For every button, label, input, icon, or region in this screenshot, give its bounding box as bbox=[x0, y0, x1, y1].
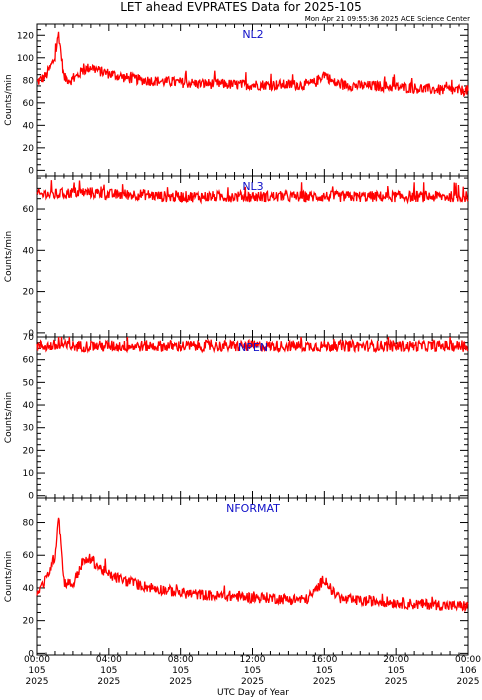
y-tick-label: 70 bbox=[23, 333, 35, 343]
panel-title: NL3 bbox=[242, 180, 263, 193]
panel-npen: 0 10 20 30 40 50 60 70 Counts/min NPEN bbox=[4, 333, 469, 502]
panels: 020406080100120Counts/minNL20204060Count… bbox=[4, 23, 469, 659]
figure-title: LET ahead EVPRATES Data for 2025-105 bbox=[120, 0, 362, 14]
x-tick-label-year: 2025 bbox=[169, 677, 192, 687]
x-tick-label-year: 2025 bbox=[97, 677, 120, 687]
x-axis-label: UTC Day of Year bbox=[217, 688, 289, 698]
y-tick-label: 40 bbox=[23, 401, 35, 411]
y-axis-label: Counts/min bbox=[4, 551, 14, 602]
x-tick-label-time: 12:00 bbox=[240, 655, 266, 665]
y-tick-label: 60 bbox=[23, 205, 35, 215]
x-tick-label-day: 105 bbox=[316, 666, 333, 676]
plot-frame bbox=[36, 336, 469, 499]
plot-frame bbox=[36, 497, 469, 656]
panel-title: NFORMAT bbox=[226, 502, 280, 515]
plot-frame bbox=[36, 175, 469, 338]
y-tick-label: 30 bbox=[23, 424, 35, 434]
x-tick-label-day: 105 bbox=[388, 666, 405, 676]
x-tick-label-day: 105 bbox=[172, 666, 189, 676]
y-tick-label: 60 bbox=[23, 356, 35, 366]
y-tick-label: 40 bbox=[23, 121, 35, 131]
y-tick-label: 0 bbox=[28, 329, 34, 339]
x-tick-label-year: 2025 bbox=[241, 677, 264, 687]
plot-frame bbox=[36, 23, 469, 177]
panel-nformat: 0 20 40 60 80 Counts/min NFORMAT bbox=[4, 497, 469, 659]
x-tick-label-year: 2025 bbox=[385, 677, 408, 687]
y-axis-label: Counts/min bbox=[4, 231, 14, 282]
x-tick-label-day: 105 bbox=[28, 666, 45, 676]
y-tick-label: 20 bbox=[23, 617, 35, 627]
series-line-nl2 bbox=[36, 31, 469, 98]
x-tick-label-time: 00:00 bbox=[455, 655, 481, 665]
x-tick-label-year: 2025 bbox=[457, 677, 480, 687]
y-tick-label: 0 bbox=[28, 166, 34, 176]
x-tick-label-time: 04:00 bbox=[96, 655, 122, 665]
x-tick-label-year: 2025 bbox=[26, 677, 49, 687]
y-tick-label: 40 bbox=[23, 584, 35, 594]
panel-nl3: 0 20 40 60 Counts/min NL3 bbox=[4, 175, 469, 339]
x-tick-label-time: 16:00 bbox=[311, 655, 337, 665]
y-tick-label: 120 bbox=[17, 31, 34, 41]
x-tick-label-time: 08:00 bbox=[168, 655, 194, 665]
panel-title: NPEN bbox=[238, 341, 268, 354]
y-tick-label: 10 bbox=[23, 469, 35, 479]
x-tick-label-day: 105 bbox=[100, 666, 117, 676]
x-tick-labels: 00:00105202504:00105202508:00105202512:0… bbox=[24, 655, 481, 687]
y-tick-label: 50 bbox=[23, 378, 35, 388]
panel-nl2: 0 20 40 60 80 100 120 Counts/min NL2 bbox=[4, 23, 469, 177]
x-tick-label-time: 20:00 bbox=[383, 655, 409, 665]
y-tick-label: 80 bbox=[23, 76, 35, 86]
x-tick-label-year: 2025 bbox=[313, 677, 336, 687]
y-tick-label: 60 bbox=[23, 551, 35, 561]
y-tick-label: 100 bbox=[17, 54, 34, 64]
x-tick-label-day: 106 bbox=[459, 666, 476, 676]
x-tick-label-time: 00:00 bbox=[24, 655, 50, 665]
series-line-nl3 bbox=[36, 180, 469, 205]
y-tick-label: 20 bbox=[23, 144, 35, 154]
series-line-nformat bbox=[36, 517, 469, 613]
y-tick-label: 40 bbox=[23, 246, 35, 256]
timestamp: Mon Apr 21 09:55:36 2025 ACE Science Cen… bbox=[305, 15, 470, 23]
y-tick-label: 0 bbox=[28, 649, 34, 659]
y-tick-label: 60 bbox=[23, 99, 35, 109]
y-tick-label: 20 bbox=[23, 288, 35, 298]
y-axis-label: Counts/min bbox=[4, 392, 14, 443]
series-line-npen bbox=[36, 336, 469, 354]
y-tick-label: 0 bbox=[28, 492, 34, 502]
x-tick-label-day: 105 bbox=[244, 666, 261, 676]
y-tick-label: 80 bbox=[23, 519, 35, 529]
y-axis-label: Counts/min bbox=[4, 74, 14, 125]
panel-title: NL2 bbox=[242, 28, 263, 41]
y-tick-label: 20 bbox=[23, 446, 35, 456]
